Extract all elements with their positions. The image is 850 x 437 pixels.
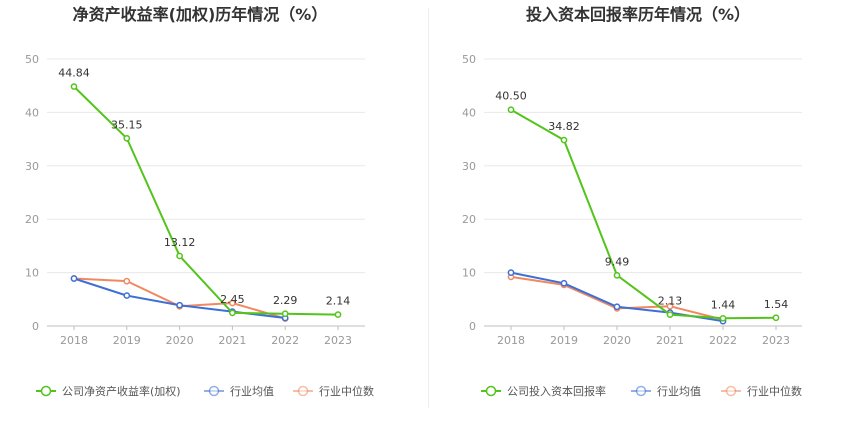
data-label: 1.44 [711,298,736,311]
y-tick-label: 20 [462,213,476,226]
legend-label[interactable]: 行业均值 [657,385,701,398]
x-tick-label: 2018 [497,334,525,347]
y-tick-label: 10 [25,267,39,280]
data-point [507,106,515,114]
data-point [560,279,568,287]
data-label: 34.82 [548,120,580,133]
y-tick-label: 30 [25,160,39,173]
legend-label[interactable]: 行业均值 [230,385,274,398]
legend-label[interactable]: 行业中位数 [747,384,802,398]
series-line [510,275,724,321]
y-tick-label: 10 [462,267,476,280]
legend-label[interactable]: 公司净资产收益率(加权) [62,384,181,398]
data-point [719,314,727,322]
x-tick-label: 2020 [166,334,194,347]
series-line [510,271,724,323]
data-point [666,302,674,310]
data-label: 2.14 [326,295,351,308]
legend-label[interactable]: 行业中位数 [319,384,374,398]
data-point [613,303,621,311]
x-tick-label: 2019 [113,334,141,347]
legend-marker-icon[interactable] [40,385,52,397]
data-point [70,275,78,282]
x-tick-label: 2021 [218,334,246,347]
x-tick-label: 2020 [603,334,631,347]
data-point [772,314,780,322]
data-point [123,134,131,142]
chart-title: 净资产收益率(加权)历年情况（%） [73,5,328,24]
y-tick-label: 50 [462,53,476,66]
legend-marker-icon[interactable] [635,385,647,397]
y-tick-label: 30 [462,160,476,173]
y-tick-label: 40 [25,106,39,119]
y-tick-label: 0 [469,320,476,333]
data-label: 9.49 [605,255,630,268]
x-tick-label: 2023 [762,334,790,347]
legend-marker-icon[interactable] [485,385,497,397]
data-point [229,309,236,317]
legend-marker-icon[interactable] [725,385,737,397]
x-tick-label: 2023 [324,334,352,347]
series-line [73,277,286,319]
chart-title: 投入资本回报率历年情况（%） [526,5,750,24]
legend-marker-icon[interactable] [208,385,220,397]
y-tick-label: 0 [32,320,39,333]
data-point [613,271,621,279]
data-point [70,83,78,90]
data-point [334,311,342,318]
data-label: 2.13 [658,295,683,308]
series-line [510,108,777,320]
x-tick-label: 2019 [550,334,578,347]
x-tick-label: 2021 [656,334,684,347]
data-label: 1.54 [764,298,789,311]
data-point [281,310,289,318]
x-tick-label: 2022 [709,334,737,347]
legend-marker-icon[interactable] [297,385,309,397]
legend-label[interactable]: 公司投入资本回报率 [507,384,606,398]
y-tick-label: 50 [25,53,39,66]
data-point [123,277,131,285]
data-point [176,301,183,309]
y-tick-label: 20 [25,213,39,226]
data-label: 2.29 [273,294,298,307]
data-label: 44.84 [58,67,90,80]
data-label: 13.12 [164,236,196,249]
data-label: 40.50 [495,90,527,103]
data-point [123,292,131,299]
panel-divider [428,8,429,408]
data-point [176,252,183,260]
y-tick-label: 40 [462,106,476,119]
data-point [507,269,515,276]
data-point [229,299,236,307]
data-point [560,136,568,144]
x-tick-label: 2022 [271,334,299,347]
data-point [666,311,674,318]
x-tick-label: 2018 [60,334,88,347]
series-line [73,85,339,316]
data-label: 35.15 [111,118,143,131]
data-label: 2.45 [220,293,245,306]
